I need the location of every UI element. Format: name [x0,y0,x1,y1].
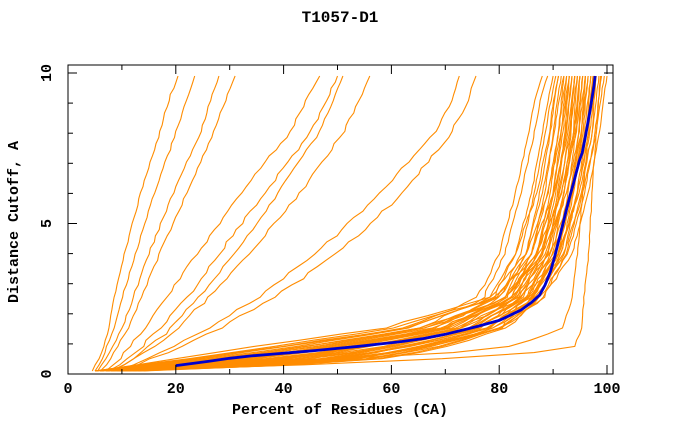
model-curve [94,75,557,372]
model-curve [105,75,570,372]
model-curve [111,75,581,372]
axis-ticks [67,65,613,375]
x-tick-labels: 0 20 40 60 80 100 [63,381,620,398]
model-curve [116,75,586,372]
model-curve [138,75,576,372]
model-curve [110,75,371,372]
model-curve [97,75,220,372]
model-curve [116,75,597,372]
model-curve [94,75,576,372]
model-curve [143,75,586,372]
model-curve [121,75,477,372]
x-tick-label: 60 [382,381,400,398]
model-curve [121,75,565,372]
model-curve [105,75,595,372]
x-tick-label: 20 [167,381,185,398]
plot-frame [67,64,614,375]
highlight-curve [175,75,597,367]
model-curve [132,75,592,372]
chart-title: T1057-D1 [302,9,379,27]
x-axis-label: Percent of Residues (CA) [232,402,448,419]
x-tick-label: 80 [490,381,508,398]
model-curve [94,75,565,372]
model-curve [127,75,603,372]
model-curve [100,75,589,372]
model-curve [108,75,339,372]
model-curve [121,75,589,372]
model-curve [111,75,600,372]
model-curve [105,75,321,372]
model-curve [100,75,568,372]
x-tick-label: 100 [593,381,620,398]
model-curve [116,75,576,372]
model-curve [121,75,578,372]
model-curve [111,75,592,372]
model-curve [100,75,581,372]
model-curve [99,75,236,372]
model-curve [91,75,179,372]
model-curve [105,75,586,372]
model-curve [94,75,584,372]
model-curves [91,75,608,372]
x-tick-label: 0 [63,381,72,398]
model-curve [110,75,344,372]
model-curve [121,75,602,372]
model-curve [100,75,573,372]
model-curve [116,75,460,372]
model-curve [94,75,196,372]
y-tick-labels: 0 5 10 [39,64,56,379]
highlighted-model-curve [175,75,597,367]
y-axis-label: Distance Cutoff, A [6,141,23,303]
y-tick-label: 0 [39,369,56,378]
x-tick-label: 40 [275,381,293,398]
y-tick-label: 5 [39,219,56,228]
model-curve [94,75,570,372]
model-curve [94,75,543,372]
model-curve [116,75,594,372]
y-tick-label: 10 [39,64,56,82]
model-curve [100,75,549,372]
model-curve [132,75,584,372]
